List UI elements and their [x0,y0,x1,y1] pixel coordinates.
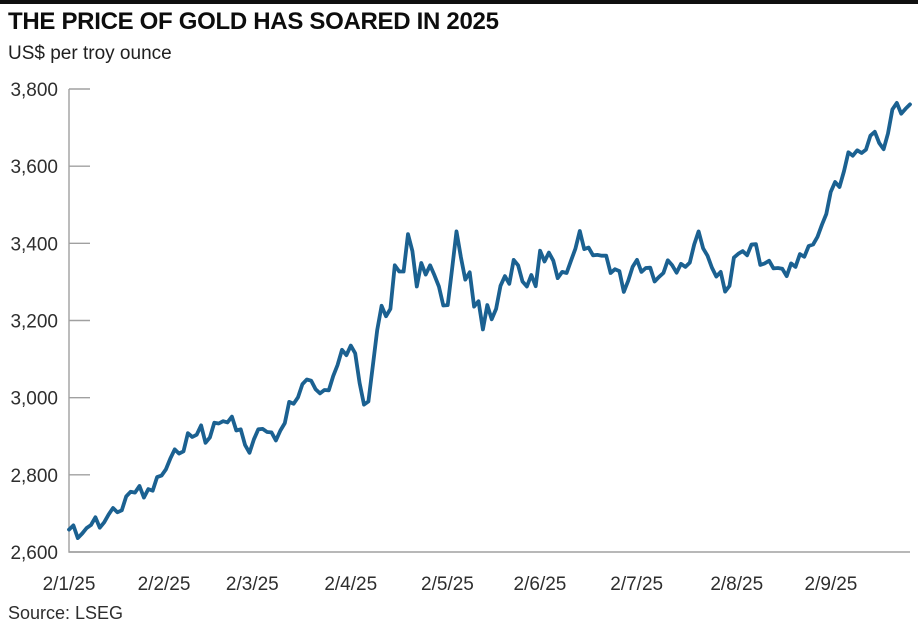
x-axis-label: 2/3/25 [226,574,279,595]
gold-price-line [67,101,912,540]
x-axis-label: 2/2/25 [138,574,191,595]
y-axis-label: 3,200 [10,312,58,333]
x-axis-label: 2/7/25 [610,574,663,595]
x-axis-label: 2/4/25 [324,574,377,595]
source-attribution: Source: LSEG [8,603,124,623]
x-axis-label: 2/5/25 [421,574,474,595]
x-axis-label: 2/6/25 [514,574,567,595]
y-axis-label: 2,800 [10,466,58,487]
y-axis-label: 3,600 [10,157,58,178]
axis-frame [68,89,910,553]
y-axis-label: 2,600 [10,543,58,564]
chart-subtitle: US$ per troy ounce [8,43,172,64]
x-axis-label: 2/9/25 [805,574,858,595]
x-axis-label: 2/1/25 [43,574,96,595]
y-axis-label: 3,400 [10,234,58,255]
top-rule [0,0,918,4]
y-axis-label: 3,800 [10,80,58,101]
y-axis-label: 3,000 [10,389,58,410]
x-axis-label: 2/8/25 [710,574,763,595]
chart-title: THE PRICE OF GOLD HAS SOARED IN 2025 [8,8,499,35]
